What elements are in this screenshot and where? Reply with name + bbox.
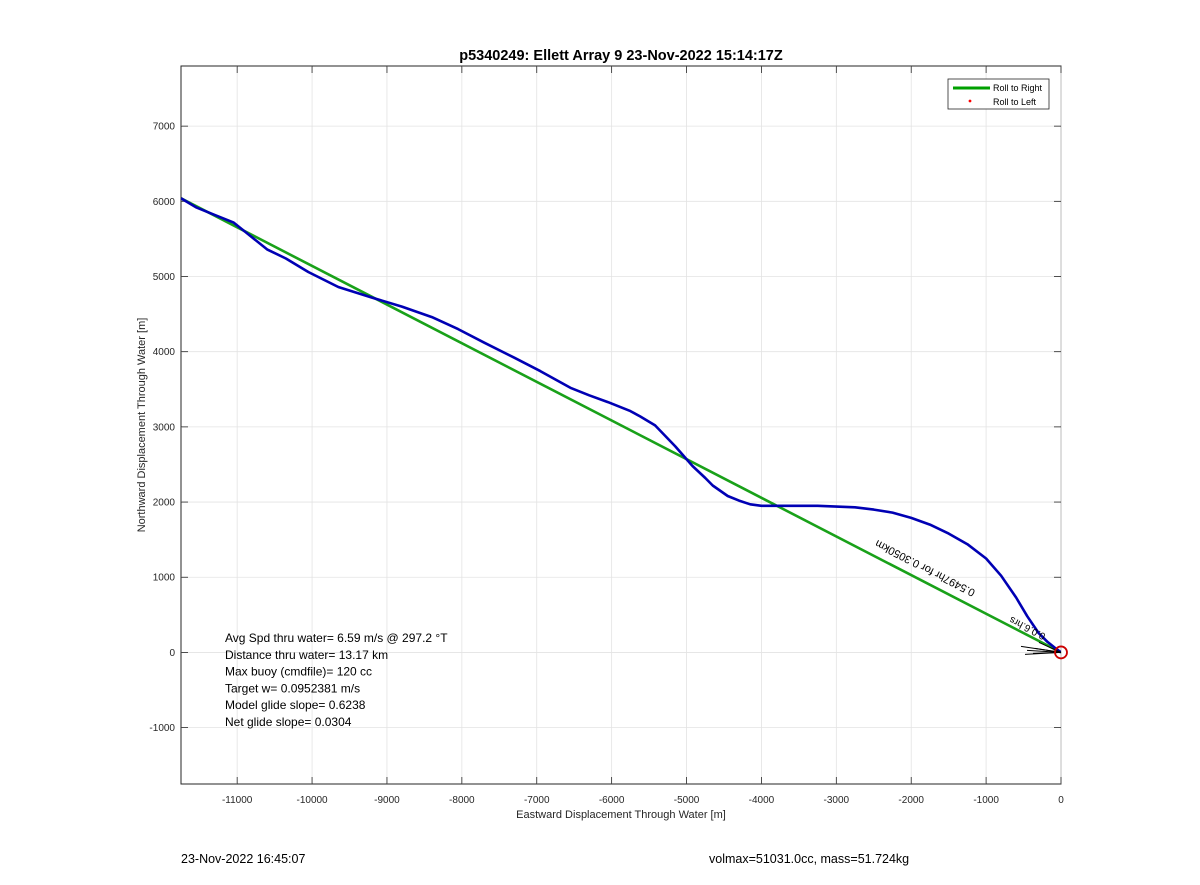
series-layer xyxy=(181,197,1061,654)
start-marker-circle xyxy=(1054,645,1068,660)
y-tick-label: -1000 xyxy=(149,723,175,734)
y-tick-label: 2000 xyxy=(153,498,176,509)
x-tick-label: -10000 xyxy=(296,795,328,806)
y-tick-label: 0 xyxy=(169,648,175,659)
x-tick-label: -9000 xyxy=(374,795,400,806)
heading-segment xyxy=(1034,647,1062,653)
legend: Roll to Right Roll to Left xyxy=(947,78,1050,110)
stats-line: Target w= 0.0952381 m/s xyxy=(225,681,360,695)
heading-segment xyxy=(1038,641,1062,653)
legend-swatch-roll-left xyxy=(968,99,972,103)
x-tick-label: -1000 xyxy=(973,795,999,806)
y-axis-label: Northward Displacement Through Water [m] xyxy=(136,318,148,533)
stats-line: Net glide slope= 0.0304 xyxy=(225,715,352,729)
series-line-track xyxy=(181,197,1061,654)
legend-label-roll-left: Roll to Left xyxy=(993,97,1037,107)
legend-label-roll-right: Roll to Right xyxy=(993,83,1043,93)
footer-volmax-mass: volmax=51031.0cc, mass=51.724kg xyxy=(709,852,910,866)
x-tick-label: -6000 xyxy=(599,795,625,806)
y-tick-label: 7000 xyxy=(153,122,176,133)
x-tick-label: -4000 xyxy=(749,795,775,806)
x-tick-label: -2000 xyxy=(898,795,924,806)
grid xyxy=(181,66,1062,784)
y-tick-label: 3000 xyxy=(153,422,176,433)
x-tick-label: -5000 xyxy=(674,795,700,806)
x-tick-label: -3000 xyxy=(824,795,850,806)
y-tick-label: 6000 xyxy=(153,197,176,208)
y-tick-label: 5000 xyxy=(153,272,176,283)
x-axis-label: Eastward Displacement Through Water [m] xyxy=(516,809,726,821)
x-tick-label: -11000 xyxy=(222,795,253,806)
x-tick-label: -7000 xyxy=(524,795,550,806)
stats-line: Distance thru water= 13.17 km xyxy=(225,648,388,662)
y-tick-label: 4000 xyxy=(153,347,176,358)
stats-line: Max buoy (cmdfile)= 120 cc xyxy=(225,665,372,679)
y-tick-label: 1000 xyxy=(153,573,176,584)
stats-line: Model glide slope= 0.6238 xyxy=(225,698,366,712)
ticks: -11000 -10000 -9000 -8000 -7000 -6000 -5000 -40… xyxy=(149,66,1064,806)
stats-line: Avg Spd thru water= 6.59 m/s @ 297.2 °T xyxy=(225,631,448,645)
series-line-roll-right xyxy=(181,197,1061,654)
x-tick-label: -8000 xyxy=(449,795,475,806)
x-tick-label: 0 xyxy=(1058,795,1064,806)
footer-timestamp: 23-Nov-2022 16:45:07 xyxy=(181,852,306,866)
chart-title: p5340249: Ellett Array 9 23-Nov-2022 15:… xyxy=(459,48,783,64)
legend-box xyxy=(947,78,1050,110)
